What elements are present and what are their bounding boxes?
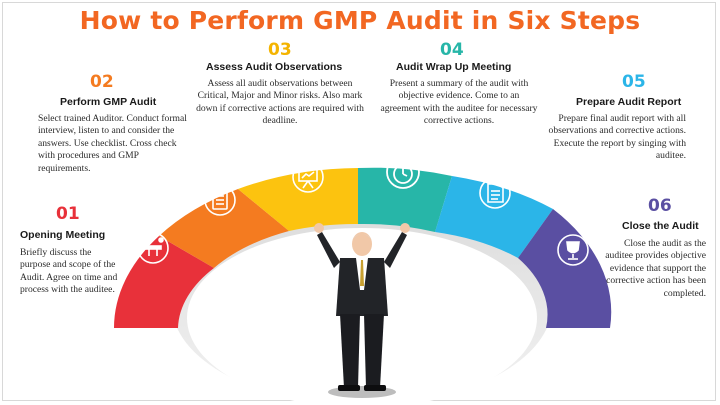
step-title-01: Opening Meeting	[20, 229, 106, 241]
segment-01	[113, 236, 214, 328]
step-number-03: 03	[268, 40, 292, 60]
floor-inner	[187, 228, 537, 405]
segment-06	[518, 209, 612, 328]
step-number-01: 01	[56, 204, 80, 224]
meeting-table-icon	[137, 232, 169, 264]
step-description-01: Briefly discuss the purpose and scope of…	[20, 247, 118, 296]
segment-03	[238, 168, 358, 231]
step-number-05: 05	[622, 72, 646, 92]
step-description-06: Close the audit as the auditee provides …	[605, 238, 706, 299]
segment-05	[435, 176, 553, 258]
segment-04	[358, 167, 452, 232]
step-description-04: Present a summary of the audit with obje…	[380, 78, 538, 127]
trophy-icon	[557, 234, 589, 266]
step-description-05: Prepare final audit report with all obse…	[548, 113, 686, 162]
step-title-05: Prepare Audit Report	[576, 96, 682, 108]
step-number-06: 06	[648, 196, 672, 216]
segment-02	[159, 189, 289, 268]
page-title: How to Perform GMP Audit in Six Steps	[79, 6, 641, 35]
checklist-icon	[204, 184, 236, 216]
presentation-board-icon	[292, 161, 324, 193]
step-description-02: Select trained Auditor. Conduct formal i…	[38, 113, 187, 174]
step-number-02: 02	[90, 72, 114, 92]
step-number-04: 04	[440, 40, 464, 60]
businessman-figure	[314, 223, 410, 398]
stopwatch-icon	[386, 155, 420, 189]
step-title-04: Audit Wrap Up Meeting	[396, 61, 512, 73]
step-description-03: Assess all audit observations between Cr…	[196, 78, 364, 127]
step-title-06: Close the Audit	[622, 220, 699, 232]
document-icon	[479, 177, 511, 209]
step-title-02: Perform GMP Audit	[60, 96, 157, 108]
step-title-03: Assess Audit Observations	[206, 61, 343, 73]
